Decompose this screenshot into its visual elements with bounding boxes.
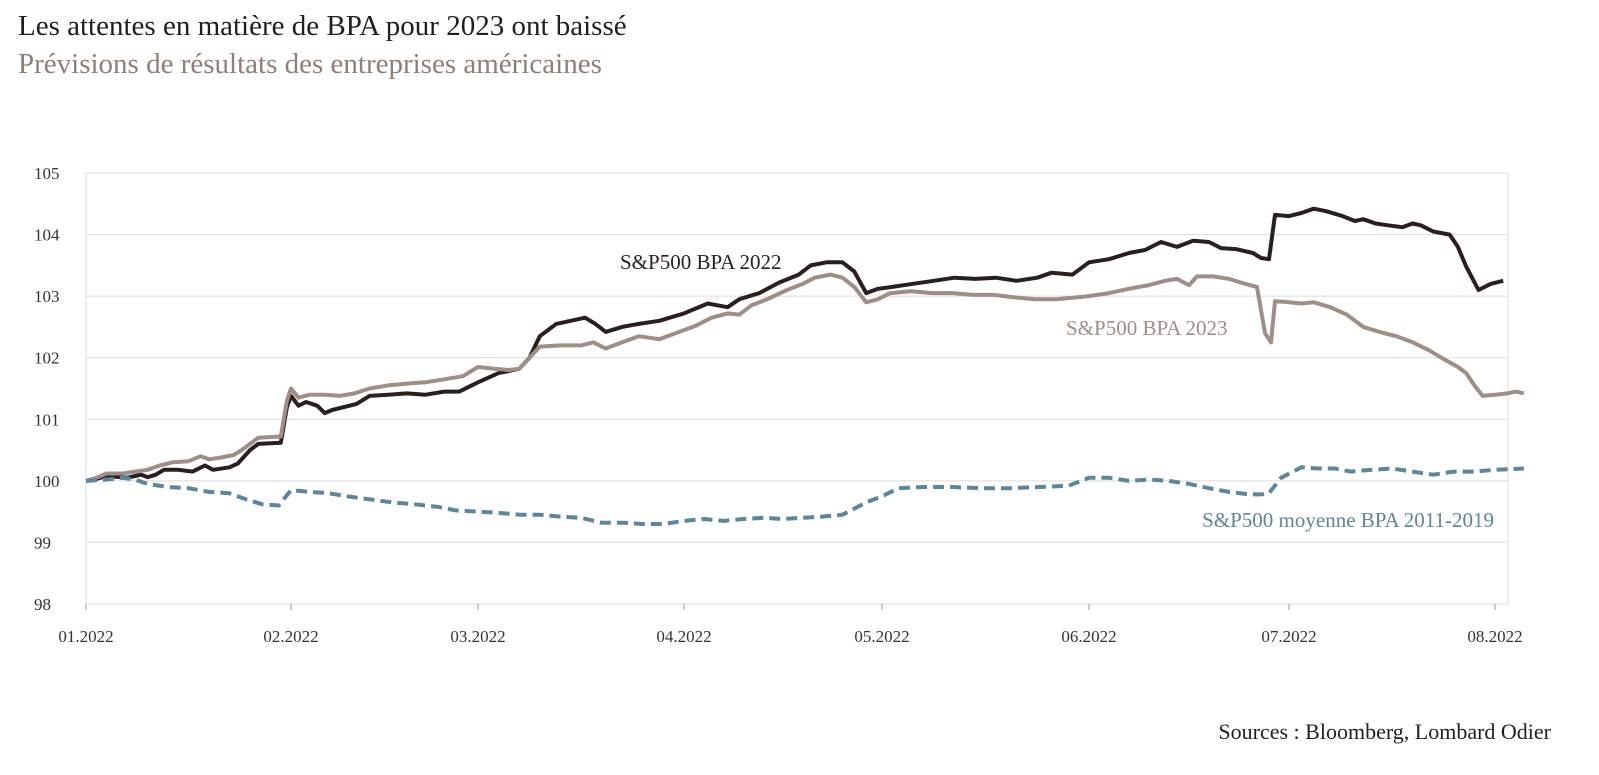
x-tick-label: 05.2022 (854, 627, 909, 646)
source-note: Sources : Bloomberg, Lombard Odier (1218, 719, 1551, 744)
chart-grid (86, 172, 1508, 605)
x-tick-label: 06.2022 (1061, 627, 1116, 646)
y-tick-label: 99 (34, 533, 51, 552)
y-tick-label: 98 (34, 595, 51, 614)
y-tick-label: 104 (34, 226, 60, 245)
y-tick-label: 105 (34, 164, 60, 183)
x-tick-label: 04.2022 (656, 627, 711, 646)
series-lines (85, 206, 1525, 526)
x-axis: 01.2022 02.2022 03.2022 04.2022 05.2022 06.20… (58, 604, 1523, 646)
series-line-2 (85, 465, 1524, 526)
x-tick-label: 02.2022 (263, 627, 318, 646)
series-label-1: S&P500 BPA 2023 (1066, 316, 1227, 340)
y-tick-label: 103 (34, 287, 60, 306)
series-label-2: S&P500 moyenne BPA 2011-2019 (1202, 508, 1494, 532)
series-line-0 (85, 206, 1504, 483)
series-line-1 (85, 272, 1525, 483)
y-tick-label: 102 (34, 349, 60, 368)
y-tick-label: 101 (34, 410, 60, 429)
y-axis: 98 99 100 101 102 103 104 105 (34, 164, 60, 614)
x-tick-label: 07.2022 (1261, 627, 1316, 646)
x-tick-label: 03.2022 (450, 627, 505, 646)
x-tick-label: 08.2022 (1467, 627, 1522, 646)
plot-frame (85, 173, 1509, 604)
chart-title: Les attentes en matière de BPA pour 2023… (18, 10, 627, 42)
x-tick-label: 01.2022 (58, 627, 113, 646)
series-labels: S&P500 BPA 2022 S&P500 BPA 2023 S&P500 moy… (620, 250, 1494, 532)
chart-subtitle: Prévisions de résultats des entreprises … (18, 48, 602, 80)
y-tick-label: 100 (34, 472, 60, 491)
series-label-0: S&P500 BPA 2022 (620, 250, 781, 274)
